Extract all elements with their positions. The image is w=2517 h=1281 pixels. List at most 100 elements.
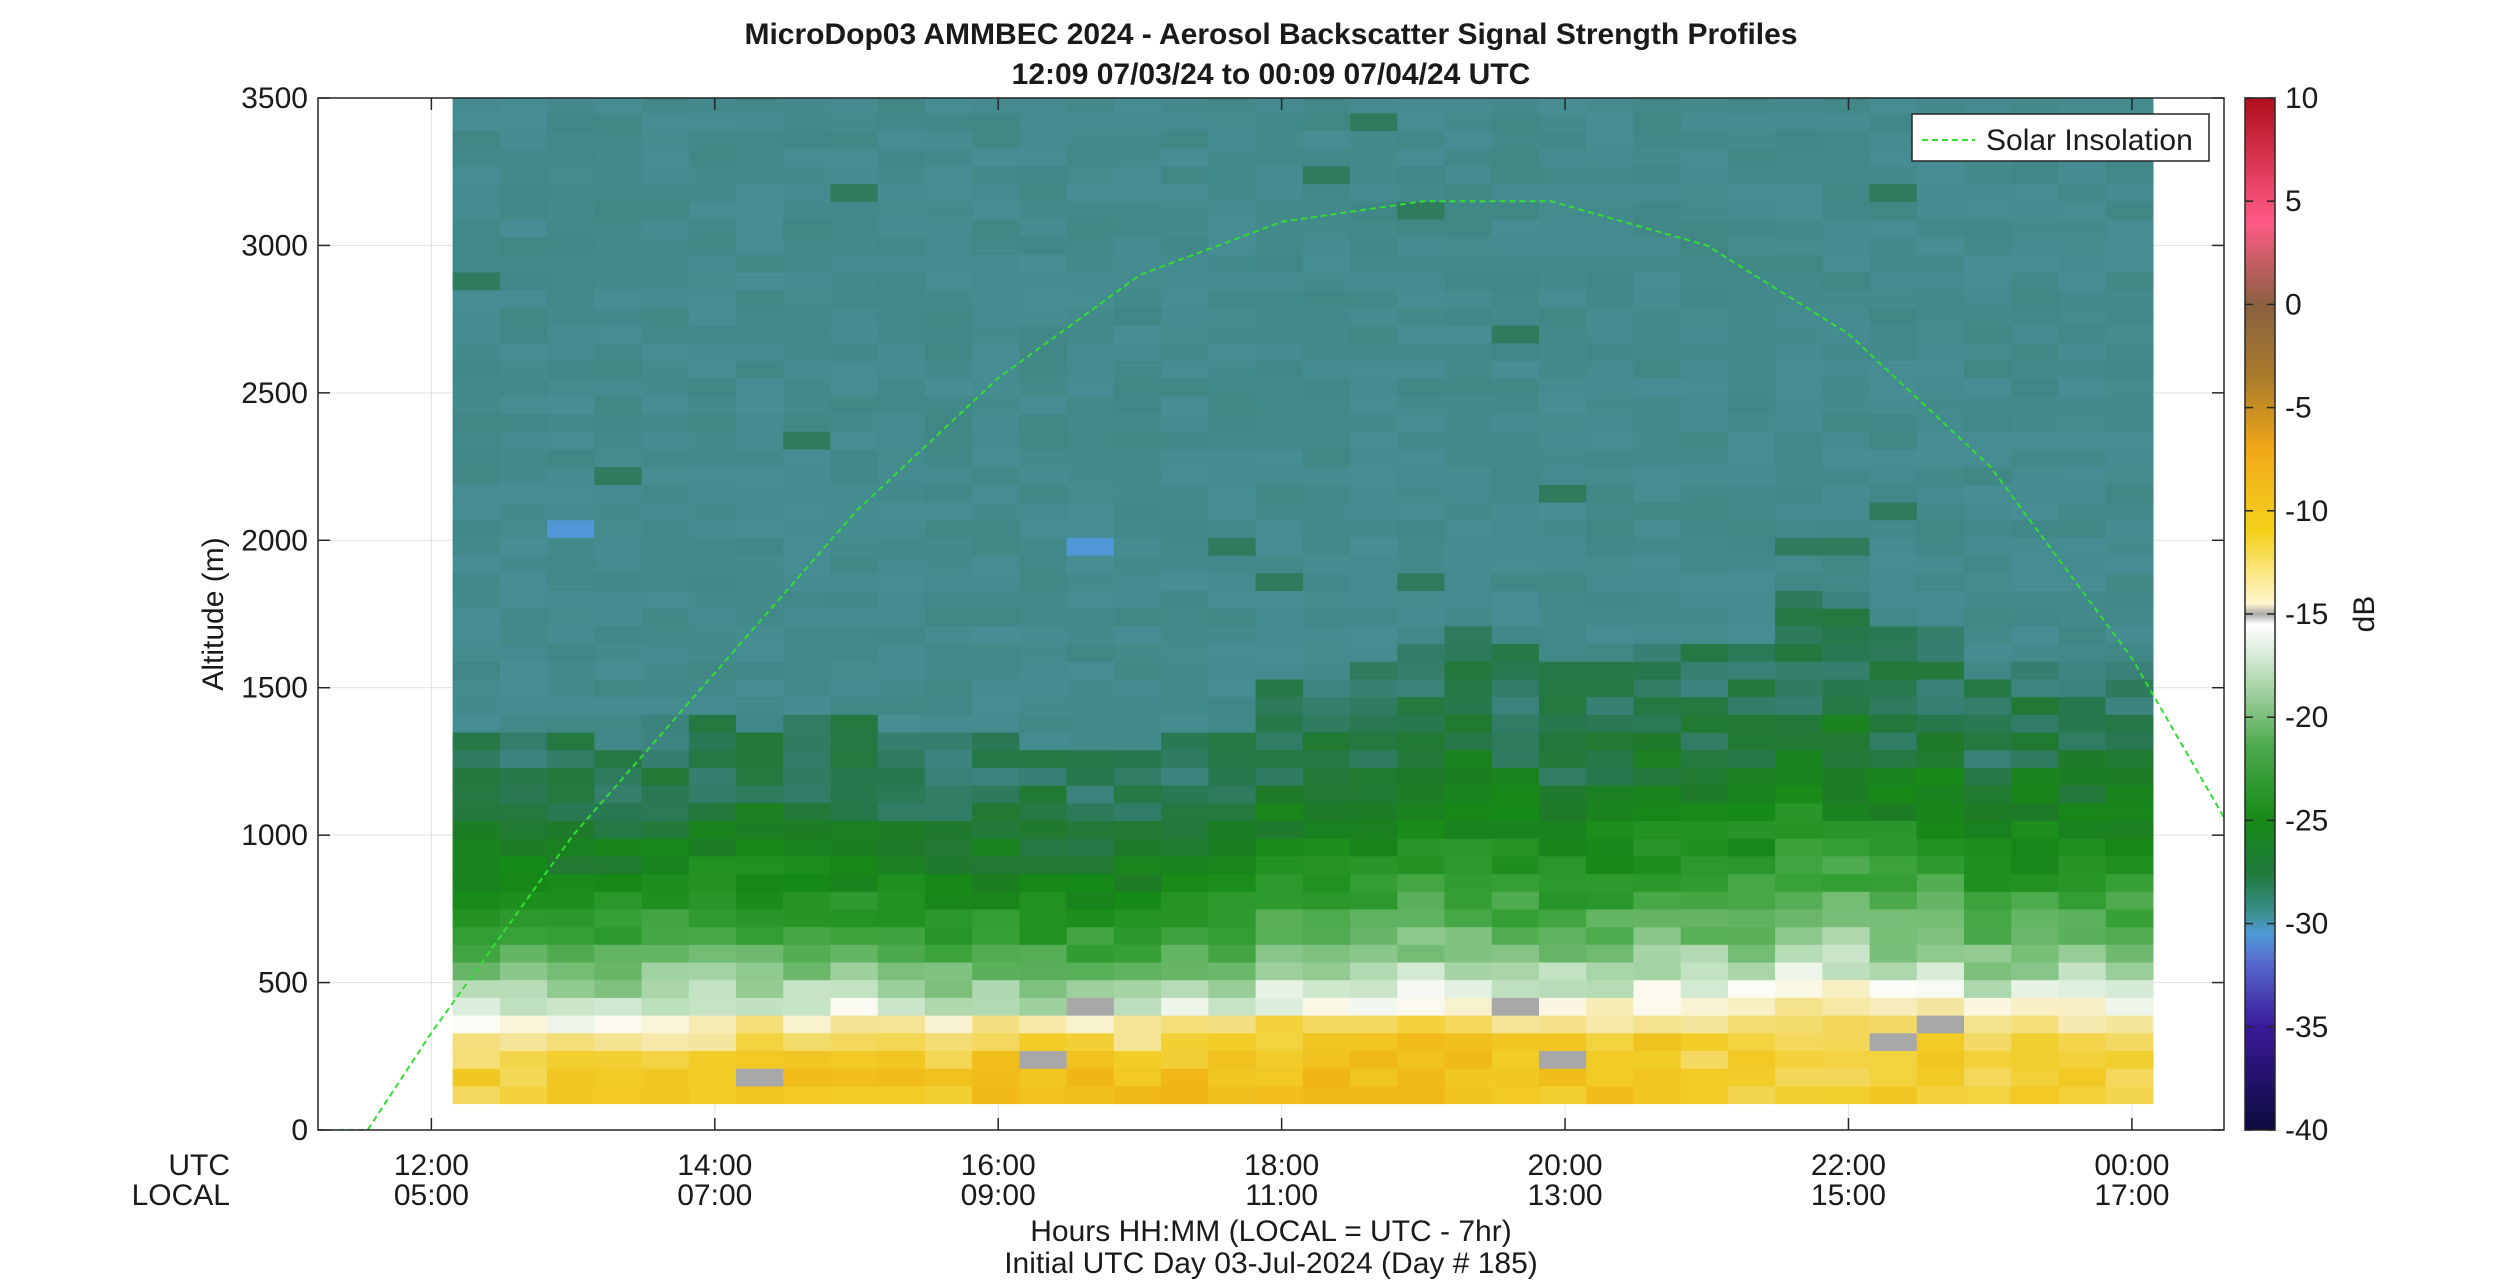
heatmap-cell bbox=[1633, 891, 1682, 910]
heatmap-cell bbox=[2011, 342, 2060, 361]
heatmap-cell bbox=[924, 378, 973, 397]
heatmap-cell bbox=[2011, 944, 2060, 963]
heatmap-cell bbox=[1255, 254, 1304, 273]
heatmap-cell bbox=[688, 413, 737, 432]
solar-insolation-line bbox=[318, 200, 2224, 1130]
heatmap-cell bbox=[547, 555, 595, 574]
heatmap-cell bbox=[1350, 1050, 1398, 1069]
heatmap-cell bbox=[1539, 997, 1587, 1016]
heatmap-cell bbox=[1066, 555, 1115, 574]
heatmap-cell bbox=[2058, 254, 2107, 273]
heatmap-cell bbox=[877, 183, 926, 202]
heatmap-cell bbox=[783, 112, 831, 131]
heatmap-cell bbox=[1822, 466, 1871, 485]
heatmap-cell bbox=[972, 201, 1020, 220]
heatmap-cell bbox=[1444, 112, 1493, 131]
heatmap-cell bbox=[1397, 608, 1446, 627]
heatmap-cell bbox=[736, 767, 784, 786]
heatmap-cell bbox=[547, 413, 595, 432]
heatmap-cell bbox=[1680, 802, 1729, 821]
heatmap-cell bbox=[2058, 165, 2107, 185]
heatmap-cell bbox=[547, 926, 595, 945]
heatmap-cell bbox=[1161, 1015, 1209, 1034]
heatmap-cell bbox=[2105, 767, 2154, 786]
heatmap-cell bbox=[1208, 1085, 1257, 1105]
heatmap-cell bbox=[547, 218, 595, 238]
heatmap-cell bbox=[783, 218, 831, 238]
heatmap-cell bbox=[1586, 696, 1634, 715]
y-tick-label: 2000 bbox=[241, 524, 308, 557]
heatmap-cell bbox=[1066, 1015, 1115, 1034]
heatmap-cell bbox=[830, 466, 879, 485]
heatmap-cell bbox=[1869, 307, 1918, 326]
heatmap-cell bbox=[547, 1015, 595, 1034]
heatmap-cell bbox=[830, 838, 879, 857]
heatmap-cell bbox=[1633, 431, 1682, 450]
heatmap-cell bbox=[2058, 555, 2107, 574]
heatmap-cell bbox=[1633, 502, 1682, 521]
heatmap-cell bbox=[688, 165, 737, 185]
heatmap-cell bbox=[1916, 555, 1965, 574]
heatmap-cell bbox=[924, 590, 973, 609]
heatmap-cell bbox=[1822, 696, 1871, 715]
heatmap-cell bbox=[547, 130, 595, 149]
heatmap-cell bbox=[641, 378, 690, 397]
heatmap-cell bbox=[2058, 183, 2107, 202]
heatmap-cell bbox=[1113, 254, 1162, 273]
heatmap-cell bbox=[1964, 1050, 2012, 1069]
heatmap-cell bbox=[641, 1085, 690, 1105]
heatmap-cell bbox=[1302, 873, 1351, 892]
heatmap-cell bbox=[877, 307, 926, 326]
heatmap-cell bbox=[688, 378, 737, 397]
heatmap-cell bbox=[1208, 820, 1257, 839]
heatmap-cell bbox=[1775, 678, 1823, 698]
heatmap-cell bbox=[1255, 625, 1304, 645]
heatmap-cell bbox=[1680, 678, 1729, 698]
x-tick-label-local: 09:00 bbox=[961, 1179, 1036, 1212]
heatmap-cell bbox=[499, 961, 548, 981]
heatmap-cell bbox=[1302, 749, 1351, 768]
heatmap-cell bbox=[1586, 1050, 1634, 1069]
heatmap-cell bbox=[830, 961, 879, 981]
heatmap-cell bbox=[2105, 997, 2154, 1016]
heatmap-cell bbox=[1633, 218, 1682, 238]
heatmap-cell bbox=[2105, 254, 2154, 273]
heatmap-cell bbox=[1539, 484, 1587, 503]
heatmap-cell bbox=[1539, 98, 1587, 114]
heatmap-cell bbox=[2011, 555, 2060, 574]
heatmap-cell bbox=[1539, 236, 1587, 255]
heatmap-cell bbox=[1916, 484, 1965, 503]
heatmap-cell bbox=[1161, 236, 1209, 255]
x-tick-label-utc: 12:00 bbox=[394, 1149, 469, 1182]
heatmap-cell bbox=[1727, 98, 1776, 114]
heatmap-cell bbox=[1680, 218, 1729, 238]
heatmap-cell bbox=[1113, 130, 1162, 149]
heatmap-cell bbox=[1491, 873, 1540, 892]
heatmap-cell bbox=[783, 572, 831, 591]
heatmap-cell bbox=[1539, 413, 1587, 432]
heatmap-cell bbox=[2105, 1068, 2154, 1087]
heatmap-cell bbox=[2011, 1032, 2060, 1051]
heatmap-cell bbox=[641, 201, 690, 220]
heatmap-cell bbox=[452, 838, 501, 857]
heatmap-cell bbox=[1539, 891, 1587, 910]
heatmap-cell bbox=[1019, 201, 1068, 220]
heatmap-cell bbox=[1491, 944, 1540, 963]
heatmap-cell bbox=[1727, 537, 1776, 556]
heatmap-cell bbox=[1208, 1015, 1257, 1034]
heatmap-cell bbox=[1302, 696, 1351, 715]
heatmap-cell bbox=[594, 891, 643, 910]
heatmap-cell bbox=[1727, 342, 1776, 361]
heatmap-cell bbox=[1397, 1032, 1446, 1051]
heatmap-cell bbox=[783, 307, 831, 326]
heatmap-cell bbox=[594, 714, 643, 733]
heatmap-cell bbox=[1208, 749, 1257, 768]
y-axis-label: Altitude (m) bbox=[197, 537, 230, 690]
heatmap-cell bbox=[1019, 838, 1068, 857]
heatmap-cell bbox=[1491, 395, 1540, 415]
heatmap-cell bbox=[1491, 555, 1540, 574]
heatmap-cell bbox=[1869, 254, 1918, 273]
heatmap-cell bbox=[783, 165, 831, 185]
heatmap-cell bbox=[594, 1050, 643, 1069]
heatmap-cell bbox=[1775, 1085, 1823, 1105]
